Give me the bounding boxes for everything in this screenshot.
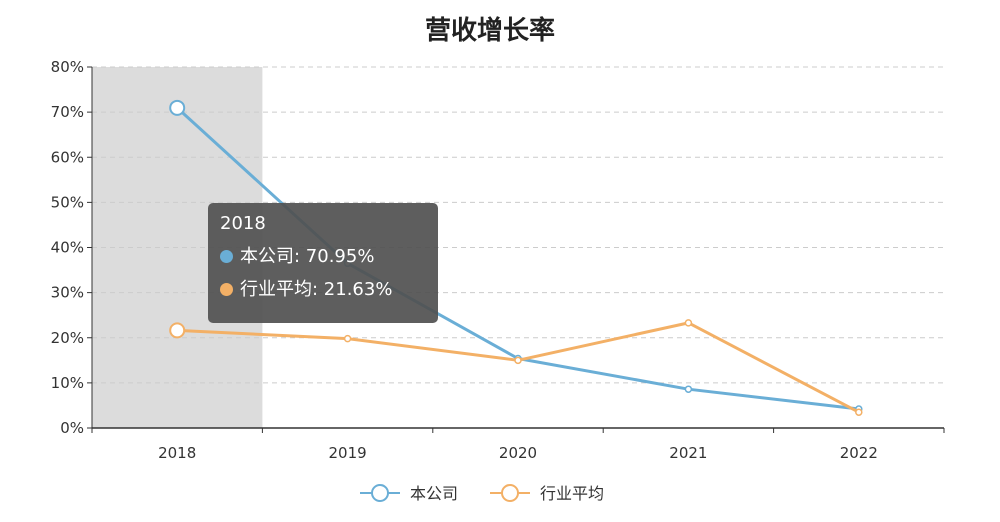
y-tick-label: 60%	[51, 148, 84, 166]
data-point	[343, 334, 352, 343]
legend-marker-icon	[501, 484, 519, 502]
company-dot-icon	[220, 250, 233, 263]
x-axis-ticks: 2018 2019 2020 2021 2022	[91, 428, 945, 462]
tooltip-row-industry: 行业平均: 21.63%	[220, 273, 426, 306]
tooltip-row-label: 行业平均: 21.63%	[240, 279, 393, 300]
y-tick-label: 30%	[51, 284, 84, 302]
x-tick-label: 2020	[499, 444, 537, 462]
y-tick-label: 70%	[51, 103, 84, 121]
tooltip-title: 2018	[220, 213, 266, 234]
y-tick-label: 50%	[51, 193, 84, 211]
legend-marker-icon	[371, 484, 389, 502]
y-axis-ticks: 0% 10% 20% 30% 40% 50% 60% 70% 80%	[51, 58, 92, 437]
y-tick-label: 80%	[51, 58, 84, 76]
data-point	[169, 99, 186, 116]
x-tick-label: 2019	[329, 444, 367, 462]
data-point	[855, 408, 863, 416]
y-tick-label: 10%	[51, 374, 84, 392]
y-tick-label: 0%	[60, 419, 84, 437]
series-industry	[169, 319, 863, 416]
y-tick-label: 40%	[51, 239, 84, 257]
series-line	[177, 321, 860, 414]
data-point	[169, 322, 186, 339]
legend-item[interactable]: 本公司	[360, 484, 458, 503]
x-tick-label: 2018	[158, 444, 196, 462]
data-point	[684, 385, 693, 393]
data-point	[684, 319, 693, 327]
x-tick-label: 2021	[669, 444, 707, 462]
tooltip-row-label: 本公司: 70.95%	[240, 246, 375, 267]
chart-title: 营收增长率	[425, 15, 555, 46]
tooltip: 2018 本公司: 70.95% 行业平均: 21.63%	[208, 203, 438, 323]
tooltip-row-company: 本公司: 70.95%	[220, 240, 426, 273]
legend-label: 行业平均	[540, 484, 604, 503]
data-point	[514, 356, 522, 365]
x-tick-label: 2022	[840, 444, 878, 462]
legend-item[interactable]: 行业平均	[490, 484, 604, 503]
industry-dot-icon	[220, 283, 233, 296]
legend-label: 本公司	[410, 484, 458, 503]
legend[interactable]: 本公司 行业平均	[360, 484, 604, 503]
grid-lines	[92, 66, 944, 384]
y-tick-label: 20%	[51, 329, 84, 347]
